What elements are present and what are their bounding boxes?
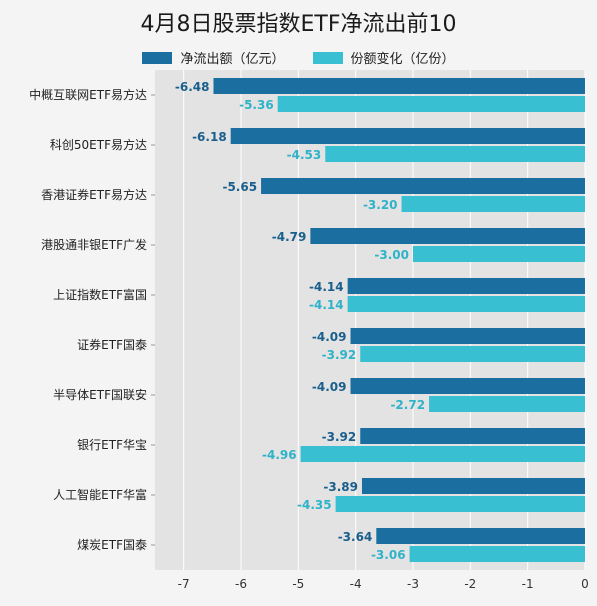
legend-item-net-outflow: 净流出额（亿元） bbox=[142, 48, 285, 67]
bar-net-outflow bbox=[230, 128, 585, 144]
category-label: 中概互联网ETF易方达 bbox=[29, 87, 147, 102]
legend-item-share-change: 份额变化（亿份） bbox=[312, 48, 455, 67]
bar-net-outflow bbox=[360, 428, 585, 444]
data-label-share-change: -3.20 bbox=[363, 198, 398, 212]
legend-label-share-change: 份额变化（亿份） bbox=[350, 52, 455, 67]
data-label-share-change: -3.92 bbox=[322, 348, 357, 362]
category-label: 港股通非银ETF广发 bbox=[41, 237, 147, 252]
data-label-share-change: -4.53 bbox=[287, 148, 322, 162]
bar-share-change bbox=[409, 546, 585, 562]
bar-share-change bbox=[347, 296, 585, 312]
category-label: 证券ETF国泰 bbox=[77, 337, 147, 352]
data-label-net-outflow: -4.09 bbox=[312, 380, 347, 394]
bar-share-change bbox=[277, 96, 585, 112]
category-label: 煤炭ETF国泰 bbox=[77, 538, 147, 552]
data-label-net-outflow: -3.92 bbox=[322, 430, 357, 444]
category-label: 上证指数ETF富国 bbox=[53, 287, 147, 302]
legend-label-net-outflow: 净流出额（亿元） bbox=[180, 52, 285, 67]
bar-share-change bbox=[429, 396, 585, 412]
data-label-net-outflow: -3.89 bbox=[323, 480, 358, 494]
plot-area bbox=[155, 70, 585, 570]
x-tick-label: -6 bbox=[235, 577, 247, 591]
category-label: 人工智能ETF华富 bbox=[53, 487, 147, 502]
x-tick-label: 0 bbox=[581, 577, 589, 591]
data-label-share-change: -2.72 bbox=[390, 398, 425, 412]
category-label: 科创50ETF易方达 bbox=[50, 137, 147, 152]
data-label-net-outflow: -3.64 bbox=[338, 530, 373, 544]
bar-net-outflow bbox=[376, 528, 585, 544]
bar-net-outflow bbox=[261, 178, 585, 194]
data-label-net-outflow: -6.48 bbox=[175, 80, 210, 94]
x-tick-label: -7 bbox=[178, 577, 190, 591]
data-label-share-change: -4.35 bbox=[297, 498, 332, 512]
category-label: 银行ETF华宝 bbox=[77, 438, 147, 452]
x-tick-label: -5 bbox=[292, 577, 304, 591]
legend-swatch-net-outflow bbox=[142, 51, 173, 64]
bar-share-change bbox=[360, 346, 585, 362]
x-tick-label: -4 bbox=[350, 577, 362, 591]
bar-net-outflow bbox=[213, 78, 586, 94]
x-tick-label: -2 bbox=[464, 577, 476, 591]
bar-share-change bbox=[413, 246, 585, 262]
data-label-net-outflow: -4.09 bbox=[312, 330, 347, 344]
data-label-share-change: -4.14 bbox=[309, 298, 344, 312]
x-tick-label: -1 bbox=[522, 577, 534, 591]
x-tick-label: -3 bbox=[407, 577, 419, 591]
data-label-share-change: -5.36 bbox=[239, 98, 274, 112]
data-label-net-outflow: -4.14 bbox=[309, 280, 344, 294]
data-label-share-change: -4.96 bbox=[262, 448, 297, 462]
data-label-net-outflow: -6.18 bbox=[192, 130, 227, 144]
category-label: 香港证券ETF易方达 bbox=[41, 187, 147, 202]
data-label-share-change: -3.06 bbox=[371, 548, 406, 562]
chart-title: 4月8日股票指数ETF净流出前10 bbox=[140, 12, 457, 37]
bar-share-change bbox=[335, 496, 585, 512]
bar-net-outflow bbox=[310, 228, 585, 244]
bar-net-outflow bbox=[350, 378, 585, 394]
category-label: 半导体ETF国联安 bbox=[53, 387, 147, 402]
data-label-share-change: -3.00 bbox=[374, 248, 409, 262]
legend: 净流出额（亿元） 份额变化（亿份） bbox=[0, 48, 597, 67]
bar-share-change bbox=[401, 196, 585, 212]
bar-share-change bbox=[300, 446, 585, 462]
data-label-net-outflow: -5.65 bbox=[222, 180, 257, 194]
data-label-net-outflow: -4.79 bbox=[272, 230, 307, 244]
bar-share-change bbox=[325, 146, 585, 162]
legend-swatch-share-change bbox=[312, 51, 343, 64]
bar-net-outflow bbox=[350, 328, 585, 344]
bar-net-outflow bbox=[361, 478, 585, 494]
bar-net-outflow bbox=[347, 278, 585, 294]
